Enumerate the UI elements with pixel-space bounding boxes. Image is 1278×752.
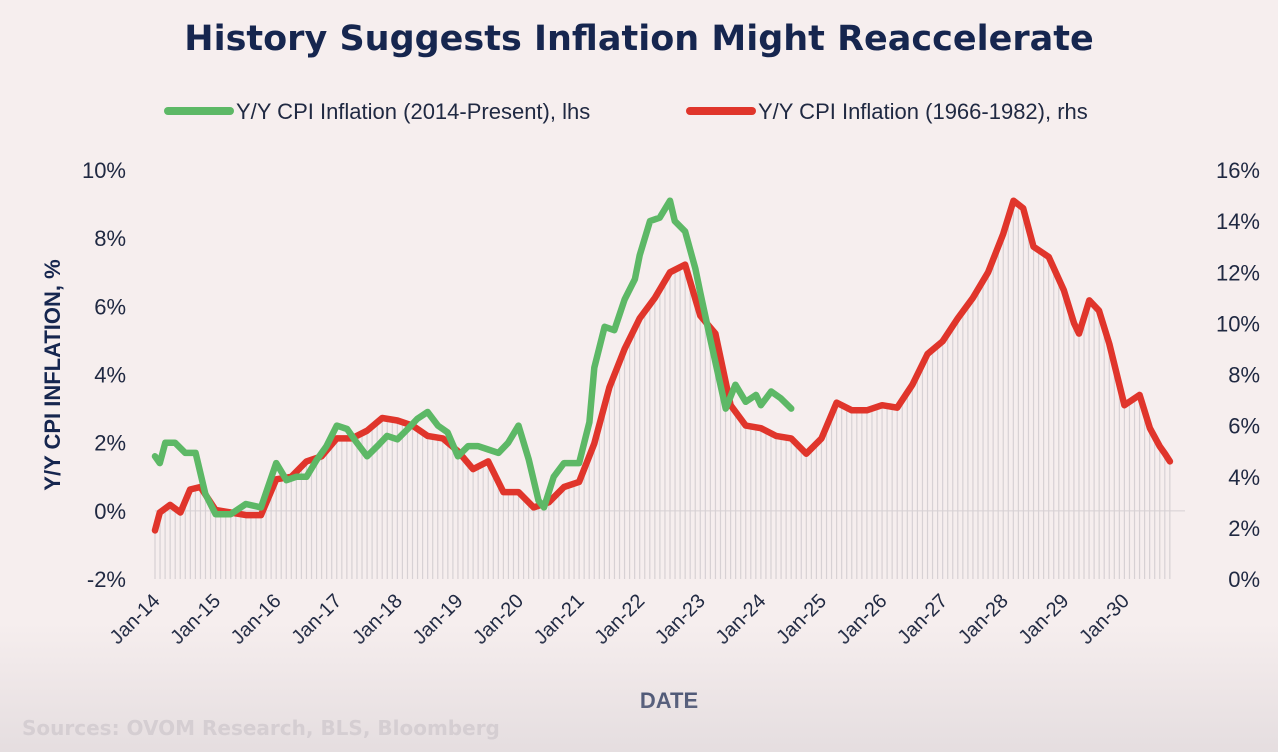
left-axis-ticks: -2% 0% 2% 4% 6% 8% 10% bbox=[82, 158, 126, 592]
series-line-1966-1982 bbox=[151, 197, 1174, 534]
x-tick-label: Jan-24 bbox=[712, 590, 771, 649]
x-tick-label: Jan-27 bbox=[893, 590, 952, 649]
x-tick-label: Jan-15 bbox=[166, 590, 225, 649]
x-axis-ticks: Jan-14 Jan-15 Jan-16 Jan-17 Jan-18 Jan-19 Jan-… bbox=[106, 590, 1134, 649]
right-tick-label: 8% bbox=[1228, 363, 1260, 388]
x-tick-label: Jan-29 bbox=[1015, 590, 1074, 649]
x-tick-label: Jan-18 bbox=[348, 590, 407, 649]
left-tick-label: 0% bbox=[94, 499, 126, 524]
left-tick-label: 4% bbox=[94, 363, 126, 388]
left-tick-label: -2% bbox=[87, 567, 126, 592]
sources-note: Sources: OVOM Research, BLS, Bloomberg bbox=[22, 716, 500, 740]
x-tick-label: Jan-19 bbox=[409, 590, 468, 649]
left-tick-label: 2% bbox=[94, 431, 126, 456]
left-tick-label: 10% bbox=[82, 158, 126, 183]
right-tick-label: 6% bbox=[1228, 414, 1260, 439]
x-tick-label: Jan-26 bbox=[833, 590, 892, 649]
right-tick-label: 4% bbox=[1228, 465, 1260, 490]
history-area-bars bbox=[154, 201, 1171, 579]
right-tick-label: 16% bbox=[1216, 158, 1260, 183]
x-tick-label: Jan-20 bbox=[469, 590, 528, 649]
x-tick-label: Jan-22 bbox=[590, 590, 649, 649]
right-tick-label: 14% bbox=[1216, 209, 1260, 234]
right-axis-ticks: 0% 2% 4% 6% 8% 10% 12% 14% 16% bbox=[1216, 158, 1260, 592]
legend: Y/Y CPI Inflation (2014-Present), lhs Y/… bbox=[164, 99, 1088, 124]
series-lines bbox=[151, 197, 1174, 534]
x-tick-label: Jan-30 bbox=[1075, 590, 1134, 649]
x-tick-label: Jan-25 bbox=[772, 590, 831, 649]
x-tick-label: Jan-16 bbox=[227, 590, 286, 649]
x-tick-label: Jan-14 bbox=[106, 590, 165, 649]
x-tick-label: Jan-28 bbox=[954, 590, 1013, 649]
x-tick-label: Jan-21 bbox=[530, 590, 589, 649]
y-axis-title: Y/Y CPI INFLATION, % bbox=[40, 259, 65, 490]
left-tick-label: 8% bbox=[94, 226, 126, 251]
left-tick-label: 6% bbox=[94, 294, 126, 319]
series-line-2014-present bbox=[151, 197, 795, 518]
right-tick-label: 2% bbox=[1228, 516, 1260, 541]
x-tick-label: Jan-17 bbox=[287, 590, 346, 649]
chart-title: History Suggests Inflation Might Reaccel… bbox=[184, 19, 1093, 59]
x-tick-label: Jan-23 bbox=[651, 590, 710, 649]
right-tick-label: 10% bbox=[1216, 311, 1260, 336]
x-axis-title: DATE bbox=[640, 688, 698, 713]
legend-label-red: Y/Y CPI Inflation (1966-1982), rhs bbox=[758, 99, 1088, 124]
legend-label-green: Y/Y CPI Inflation (2014-Present), lhs bbox=[236, 99, 590, 124]
right-tick-label: 12% bbox=[1216, 260, 1260, 285]
right-tick-label: 0% bbox=[1228, 567, 1260, 592]
